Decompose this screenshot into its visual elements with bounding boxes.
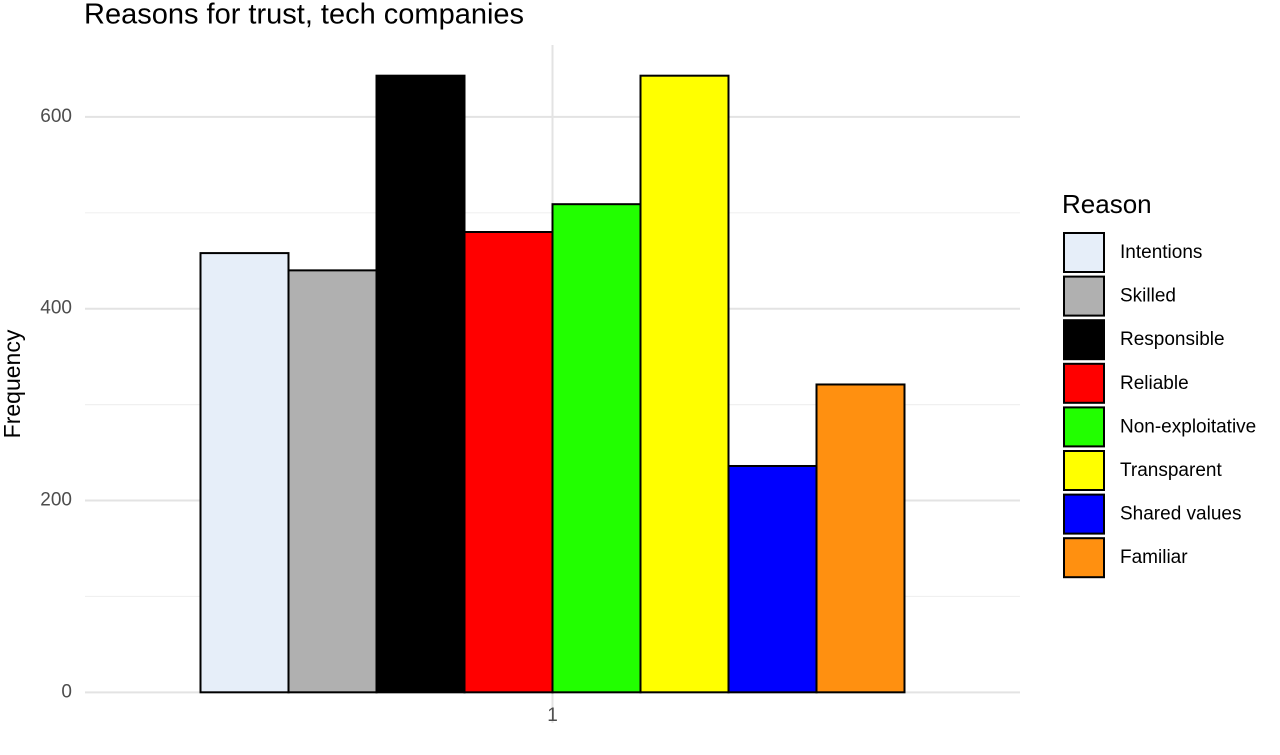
y-tick-label: 400 — [40, 298, 72, 319]
legend-label: Reliable — [1120, 373, 1189, 394]
legend-key — [1063, 319, 1105, 361]
legend-key — [1063, 537, 1105, 579]
legend-key — [1063, 232, 1105, 273]
legend-key — [1063, 493, 1105, 535]
legend-label: Shared values — [1120, 504, 1241, 525]
bar — [287, 269, 378, 694]
bar — [815, 383, 906, 694]
bar — [199, 252, 290, 694]
x-tick-label: 1 — [547, 705, 558, 726]
legend-label: Responsible — [1120, 329, 1225, 350]
legend-title: Reason — [1062, 189, 1152, 219]
legend-key — [1063, 362, 1105, 404]
y-tick-label: 0 — [61, 681, 72, 702]
legend-key — [1063, 450, 1105, 491]
legend-key — [1063, 406, 1105, 448]
y-tick-label: 600 — [40, 106, 72, 127]
chart-title: Reasons for trust, tech companies — [84, 0, 524, 31]
bar — [463, 231, 554, 694]
legend-label: Transparent — [1120, 460, 1222, 481]
bar — [551, 203, 642, 694]
y-tick-label: 200 — [40, 490, 72, 511]
bar — [375, 74, 466, 694]
legend-key — [1063, 275, 1105, 317]
bar — [639, 74, 730, 694]
legend-label: Intentions — [1120, 242, 1202, 263]
legend-label: Familiar — [1120, 547, 1188, 568]
y-axis-label: Frequency — [0, 329, 25, 438]
legend-label: Non-exploitative — [1120, 416, 1256, 437]
bar — [727, 464, 818, 694]
legend-label: Skilled — [1120, 286, 1176, 307]
